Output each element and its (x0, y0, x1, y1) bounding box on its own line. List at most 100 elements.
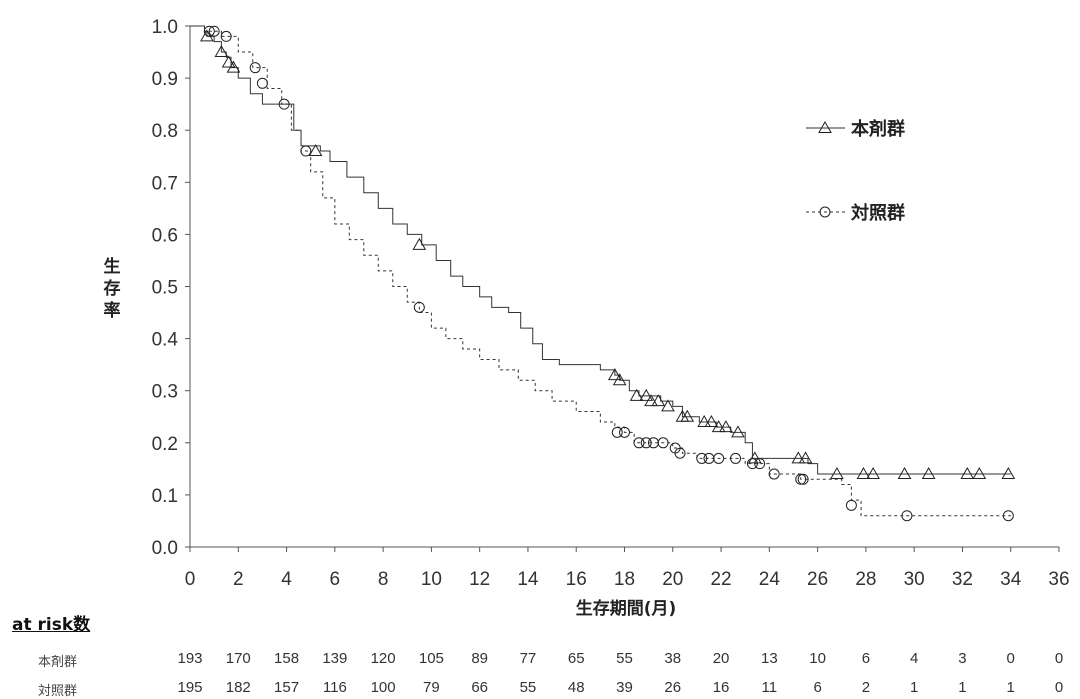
y-tick-label: 0.0 (152, 538, 178, 559)
x-tick-label: 28 (855, 569, 876, 590)
censor-mark (696, 452, 708, 464)
censor-mark (798, 451, 813, 464)
km-curve-1 (190, 25, 1011, 475)
censor-mark (713, 452, 725, 464)
censor-mark (200, 29, 214, 42)
x-tick-label: 26 (807, 569, 828, 590)
y-tick-label: 0.7 (152, 173, 178, 194)
censor-mark (226, 60, 241, 73)
censor-mark (633, 437, 645, 449)
censor-mark (901, 510, 913, 522)
x-tick-label: 20 (662, 569, 683, 590)
censor-mark (629, 388, 644, 401)
at-risk-value: 16 (712, 679, 730, 696)
at-risk-value: 6 (813, 679, 822, 696)
x-tick-label: 8 (378, 569, 389, 590)
axes: 0.00.10.20.30.40.50.60.70.80.91.00 2 4 6 8 10… (152, 17, 1070, 590)
legend-marker (819, 206, 831, 218)
censor-mark (214, 45, 229, 58)
at-risk-value: 1 (1006, 679, 1015, 696)
at-risk-value: 89 (471, 650, 488, 667)
censor-mark (619, 426, 630, 438)
y-tick-label: 0.1 (152, 486, 178, 507)
at-risk-value: 79 (423, 679, 440, 696)
at-risk-value: 120 (370, 650, 396, 667)
censor-mark (1001, 467, 1016, 480)
censor-mark (639, 388, 654, 401)
at-risk-value: 182 (225, 679, 251, 696)
at-risk-title: at risk数 (12, 615, 91, 635)
censor-mark (644, 394, 658, 407)
at-risk-value: 77 (519, 650, 537, 667)
km-curve-2 (190, 25, 1011, 517)
censor-mark (661, 399, 675, 412)
at-risk-value: 157 (274, 679, 300, 696)
x-tick-label: 32 (952, 569, 973, 590)
x-tick-label: 22 (710, 569, 731, 590)
x-tick-label: 34 (1000, 569, 1022, 590)
at-risk-value: 2 (861, 679, 871, 696)
y-tick-label: 0.8 (152, 121, 178, 142)
x-tick-label: 36 (1048, 569, 1069, 590)
censor-mark (203, 25, 215, 37)
x-tick-label: 18 (614, 569, 635, 590)
at-risk-value: 55 (616, 650, 633, 667)
at-risk-value: 105 (418, 650, 444, 667)
y-tick-label: 0.4 (152, 330, 179, 351)
censor-mark (680, 409, 695, 422)
at-risk-value: 139 (322, 650, 348, 667)
censor-mark (640, 437, 652, 449)
at-risk-row-label: 本剤群 (38, 655, 78, 670)
legend-label: 本剤群 (851, 118, 905, 140)
at-risk-value: 11 (761, 679, 778, 696)
censor-mark (830, 467, 844, 480)
censor-mark (960, 467, 975, 480)
at-risk-value: 0 (1006, 650, 1015, 667)
at-risk-value: 0 (1054, 679, 1064, 696)
y-tick-label: 0.2 (152, 434, 178, 455)
legend-label: 対照群 (850, 202, 905, 224)
censor-mark (208, 25, 220, 37)
x-tick-label: 6 (330, 569, 341, 590)
censor-mark (278, 98, 290, 110)
censor-mark (730, 452, 742, 464)
censor-mark (897, 467, 912, 480)
censor-mark (256, 77, 268, 89)
legend-marker (818, 120, 832, 133)
censor-mark (768, 468, 780, 480)
censor-mark (731, 425, 745, 438)
censor-mark (704, 414, 719, 427)
x-axis-title: 生存期間(月) (576, 598, 677, 619)
at-risk-value: 26 (664, 679, 682, 696)
at-risk-value: 13 (760, 650, 778, 667)
at-risk-value: 10 (809, 650, 826, 667)
censor-mark (697, 414, 712, 427)
censor-mark (845, 499, 857, 511)
y-tick-label: 0.5 (152, 278, 178, 299)
x-tick-label: 14 (517, 569, 539, 590)
at-risk-value: 55 (519, 679, 537, 696)
censor-mark (413, 301, 425, 313)
censor-mark (746, 458, 758, 470)
x-tick-label: 2 (233, 569, 244, 590)
series-2 (190, 25, 1014, 522)
x-tick-label: 30 (904, 569, 925, 590)
at-risk-value: 3 (958, 650, 967, 667)
at-risk-value: 0 (1054, 650, 1064, 667)
at-risk-row-label: 対照群 (38, 684, 78, 699)
at-risk-value: 48 (567, 679, 585, 696)
censor-mark (220, 30, 232, 42)
censor-mark (221, 55, 236, 68)
at-risk-value: 116 (322, 679, 347, 696)
censor-mark (791, 451, 806, 464)
x-tick-label: 16 (566, 569, 587, 590)
censor-mark (308, 144, 323, 157)
censor-mark (607, 368, 622, 381)
x-tick-label: 4 (281, 569, 292, 590)
x-tick-label: 0 (185, 569, 196, 590)
at-risk-value: 100 (370, 679, 396, 696)
censor-mark (249, 62, 261, 74)
at-risk-value: 38 (664, 650, 682, 667)
censor-mark (797, 473, 809, 485)
